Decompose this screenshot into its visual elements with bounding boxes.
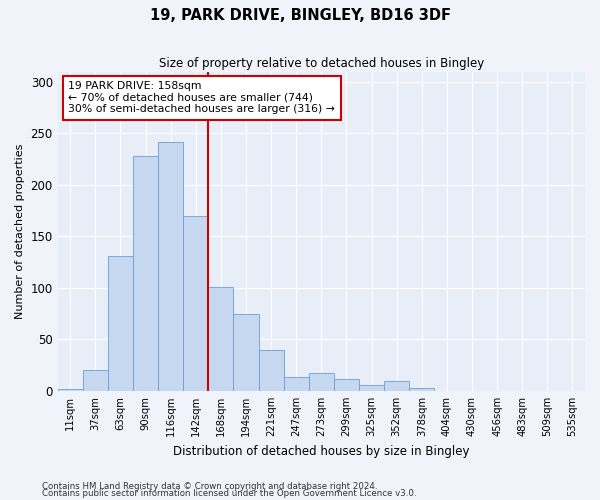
Bar — [208, 287, 233, 391]
Bar — [309, 374, 334, 391]
Bar — [359, 385, 384, 391]
Title: Size of property relative to detached houses in Bingley: Size of property relative to detached ho… — [159, 58, 484, 70]
Text: Contains public sector information licensed under the Open Government Licence v3: Contains public sector information licen… — [42, 490, 416, 498]
Bar — [183, 216, 208, 391]
Bar — [108, 256, 133, 391]
Bar — [58, 389, 83, 391]
Bar — [83, 370, 108, 391]
Bar — [158, 142, 183, 391]
Y-axis label: Number of detached properties: Number of detached properties — [15, 144, 25, 319]
Bar — [284, 376, 309, 391]
Text: 19 PARK DRIVE: 158sqm
← 70% of detached houses are smaller (744)
30% of semi-det: 19 PARK DRIVE: 158sqm ← 70% of detached … — [68, 81, 335, 114]
Bar — [384, 380, 409, 391]
Text: Contains HM Land Registry data © Crown copyright and database right 2024.: Contains HM Land Registry data © Crown c… — [42, 482, 377, 491]
Bar — [334, 378, 359, 391]
X-axis label: Distribution of detached houses by size in Bingley: Distribution of detached houses by size … — [173, 444, 470, 458]
Bar — [133, 156, 158, 391]
Bar — [259, 350, 284, 391]
Text: 19, PARK DRIVE, BINGLEY, BD16 3DF: 19, PARK DRIVE, BINGLEY, BD16 3DF — [149, 8, 451, 22]
Bar — [233, 314, 259, 391]
Bar — [409, 388, 434, 391]
